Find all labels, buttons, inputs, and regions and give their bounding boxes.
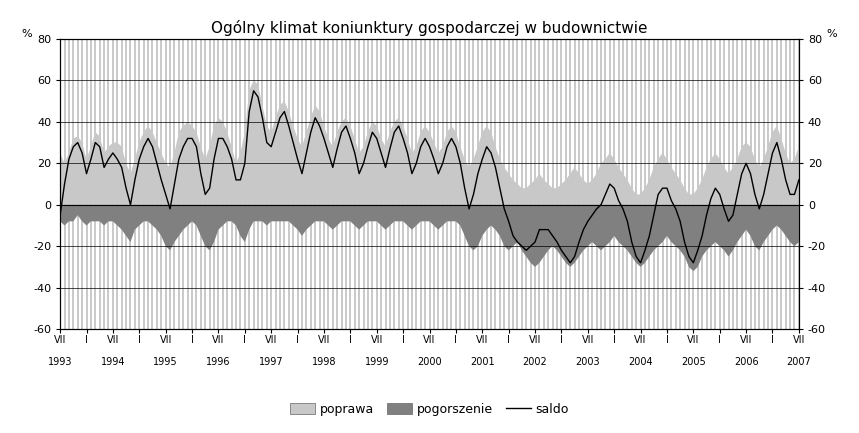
Text: 2002: 2002 [522, 357, 547, 367]
Text: 2003: 2003 [576, 357, 600, 367]
Text: 1994: 1994 [101, 357, 125, 367]
Legend: poprawa, pogorszenie, saldo: poprawa, pogorszenie, saldo [290, 403, 569, 416]
Text: 1997: 1997 [259, 357, 283, 367]
Text: 2007: 2007 [787, 357, 811, 367]
Text: 1995: 1995 [154, 357, 178, 367]
Text: 2004: 2004 [628, 357, 653, 367]
Text: 1996: 1996 [206, 357, 231, 367]
Text: 1993: 1993 [48, 357, 72, 367]
Text: %: % [827, 29, 838, 39]
Text: %: % [21, 29, 32, 39]
Text: 1998: 1998 [312, 357, 336, 367]
Text: 2001: 2001 [470, 357, 495, 367]
Text: 1999: 1999 [364, 357, 389, 367]
Text: 2005: 2005 [681, 357, 706, 367]
Title: Ogólny klimat koniunktury gospodarczej w budownictwie: Ogólny klimat koniunktury gospodarczej w… [211, 20, 648, 36]
Text: 2006: 2006 [734, 357, 758, 367]
Text: 2000: 2000 [417, 357, 442, 367]
